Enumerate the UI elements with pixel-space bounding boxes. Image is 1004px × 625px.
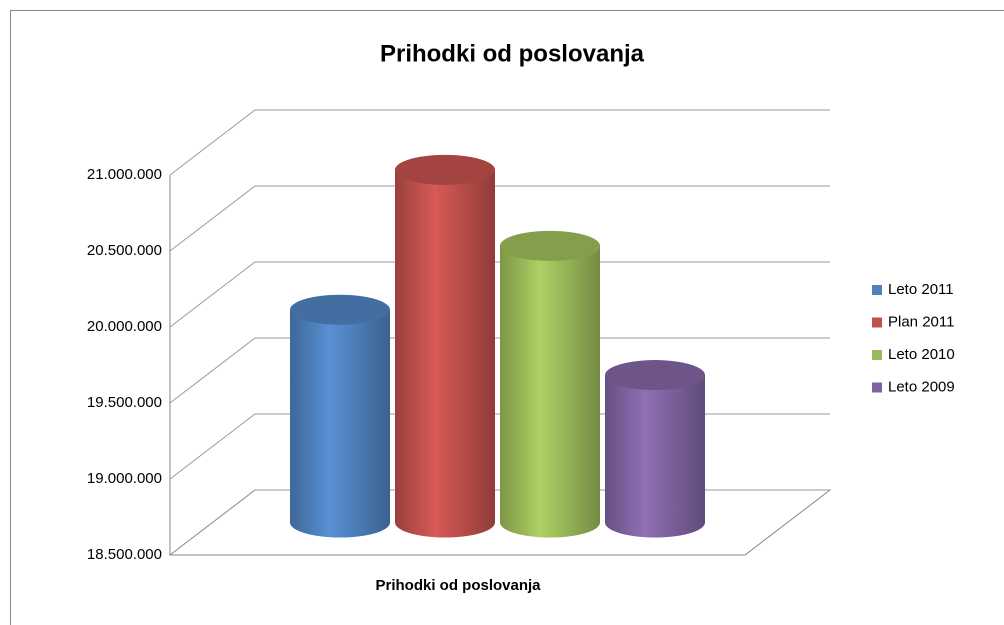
legend-swatch bbox=[872, 317, 882, 328]
legend-swatch bbox=[872, 350, 882, 360]
y-tick-label: 20.500.000 bbox=[87, 242, 162, 259]
grid-line bbox=[169, 337, 830, 404]
chart-title: Prihodki od poslovanja bbox=[380, 40, 645, 67]
cylinder-body bbox=[395, 169, 495, 538]
cylinder-body bbox=[290, 309, 390, 538]
cylinder-top bbox=[605, 360, 705, 391]
cylinder-top bbox=[290, 294, 390, 325]
x-tick-label: Prihodki od poslovanja bbox=[375, 577, 541, 594]
cylinder-top bbox=[500, 230, 600, 261]
cylinder-body bbox=[605, 375, 705, 538]
legend-label: Leto 2009 bbox=[888, 378, 955, 395]
legend-label: Leto 2010 bbox=[888, 346, 955, 363]
grid-line bbox=[169, 185, 830, 252]
cylinder-body bbox=[500, 245, 600, 538]
legend-label: Plan 2011 bbox=[888, 313, 954, 330]
y-tick-label: 19.000.000 bbox=[87, 470, 162, 487]
grid-line bbox=[169, 261, 830, 328]
grid-line bbox=[169, 109, 830, 176]
cylinder-top bbox=[395, 154, 495, 185]
legend-label: Leto 2011 bbox=[888, 281, 954, 298]
y-tick-label: 18.500.000 bbox=[87, 546, 162, 563]
legend-swatch bbox=[872, 382, 882, 393]
y-tick-label: 20.000.000 bbox=[87, 318, 162, 335]
y-tick-label: 21.000.000 bbox=[87, 166, 162, 183]
legend-swatch bbox=[872, 285, 882, 295]
y-tick-label: 19.500.000 bbox=[87, 394, 162, 411]
